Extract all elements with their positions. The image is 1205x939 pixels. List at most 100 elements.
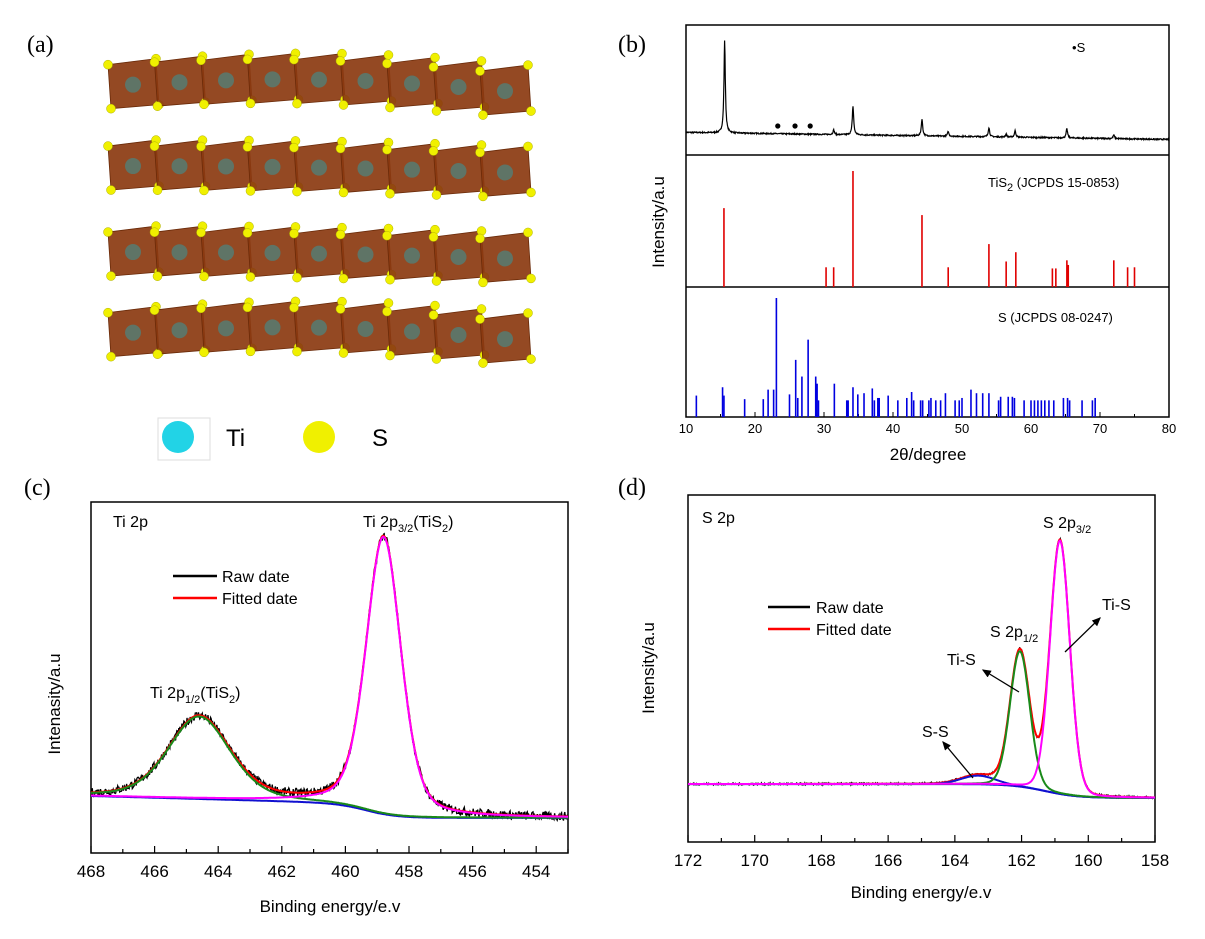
x-tick-label: 456 — [458, 862, 486, 881]
ti-atom — [357, 73, 374, 90]
ti-atom — [497, 250, 513, 267]
s-atom — [523, 227, 533, 238]
raw-data-line — [90, 532, 569, 823]
ti-atom — [171, 244, 188, 261]
legend-fitted-label: Fitted date — [222, 591, 298, 608]
s-atom — [431, 276, 442, 286]
s-atom — [338, 348, 349, 358]
x-tick-label: 80 — [1162, 421, 1176, 436]
label-part: Ti 2p — [363, 514, 398, 531]
s-atom — [475, 147, 485, 158]
ti-atom — [311, 159, 327, 176]
legend-box — [157, 417, 211, 461]
s-atom — [430, 52, 440, 63]
ti-atom — [218, 158, 234, 175]
ti-atom — [311, 71, 327, 88]
s-atom — [523, 60, 533, 70]
s-atom — [152, 349, 163, 359]
ti-atom — [171, 322, 188, 339]
xrd-pattern-line — [685, 40, 1170, 142]
s-atom — [382, 144, 392, 155]
x-tick-label: 172 — [674, 851, 702, 870]
s-atom — [199, 185, 209, 196]
label-part: S 2p — [1043, 515, 1076, 532]
s-atom — [152, 271, 163, 281]
s-atom — [242, 228, 253, 238]
s-atom — [382, 230, 392, 241]
ti-atom — [171, 158, 188, 175]
ti-atom — [171, 74, 188, 91]
tis2-layer — [103, 135, 536, 202]
x-tick-label: 464 — [204, 862, 232, 881]
s-atom — [478, 358, 488, 368]
panel-label-a: (a) — [27, 32, 54, 58]
x-tick-label: 162 — [1007, 851, 1035, 870]
x-tick-label: 466 — [140, 862, 168, 881]
ti-atom — [264, 158, 281, 175]
s-atom — [385, 102, 395, 113]
s-atom — [149, 305, 160, 315]
s-atom — [245, 98, 256, 109]
legend-fitted-label: Fitted date — [816, 622, 892, 639]
label-sub: 3/2 — [398, 523, 413, 535]
y-axis-title: Intenasity/a.u — [45, 653, 64, 754]
ti-atom — [357, 246, 374, 263]
ti-atom — [497, 83, 513, 100]
s-atom — [199, 347, 209, 358]
panel-label-d: (d) — [618, 475, 646, 501]
s-s-label: S-S — [922, 724, 949, 741]
s-atom — [383, 50, 394, 60]
ref-label-rest: (JCPDS 15-0853) — [1013, 175, 1119, 190]
s-atom — [431, 106, 442, 116]
x-tick-label: 30 — [817, 421, 831, 436]
s-atom — [382, 58, 392, 69]
s-atom — [523, 141, 533, 152]
s-atom — [103, 227, 113, 237]
s-peak-marker — [792, 123, 798, 129]
s-atom — [152, 185, 163, 195]
s-atom — [149, 141, 160, 151]
label-part: ) — [448, 514, 453, 531]
x-axis-title: Binding energy/e.v — [851, 883, 992, 902]
s-atom — [428, 62, 439, 72]
s-atom — [199, 99, 209, 110]
x-tick-label: 40 — [886, 421, 900, 436]
s-atom — [292, 186, 302, 197]
s-atom — [382, 306, 392, 317]
s-atom — [476, 56, 487, 66]
x-tick-label: 468 — [77, 862, 105, 881]
s-atom — [196, 141, 206, 152]
s-atom — [338, 100, 349, 110]
x-axis-title: Binding energy/e.v — [260, 897, 401, 916]
ti-atom — [218, 320, 234, 337]
s-atom — [292, 272, 302, 283]
s-marker-legend: •S — [1072, 40, 1086, 55]
s-atom — [526, 273, 536, 284]
ti-atom — [125, 244, 141, 261]
label-sub: 1/2 — [185, 694, 200, 706]
s-atom — [385, 350, 395, 361]
y-axis-title: Intensity/a.u — [639, 622, 658, 714]
x-tick-label: 458 — [395, 862, 423, 881]
s2p12-peak-label: S 2p1/2 — [990, 624, 1038, 645]
ti-atom — [264, 244, 281, 261]
s-reference-label: S (JCPDS 08-0247) — [998, 310, 1113, 325]
label-part: ) — [235, 685, 240, 702]
ti-atom — [311, 319, 327, 336]
ti2p-xps-chart: 468 466 464 462 460 458 456 454 Ti 2p Ti 2p3/2(… — [45, 501, 569, 916]
x-tick-label: 164 — [941, 851, 969, 870]
xrd-frame — [685, 24, 1170, 418]
s-atom — [149, 57, 160, 67]
x-tick-label: 158 — [1141, 851, 1169, 870]
s2p-title: S 2p — [702, 510, 735, 527]
x-tick-label: 460 — [331, 862, 359, 881]
s-atom-icon — [303, 421, 335, 453]
s-atom — [478, 277, 488, 288]
ti2p-title: Ti 2p — [113, 514, 148, 531]
s-atom — [526, 354, 536, 364]
s-atom — [289, 228, 299, 239]
ref-label-sub: 2 — [1007, 182, 1013, 194]
ti-atom — [497, 164, 513, 181]
s-atom — [103, 141, 113, 151]
